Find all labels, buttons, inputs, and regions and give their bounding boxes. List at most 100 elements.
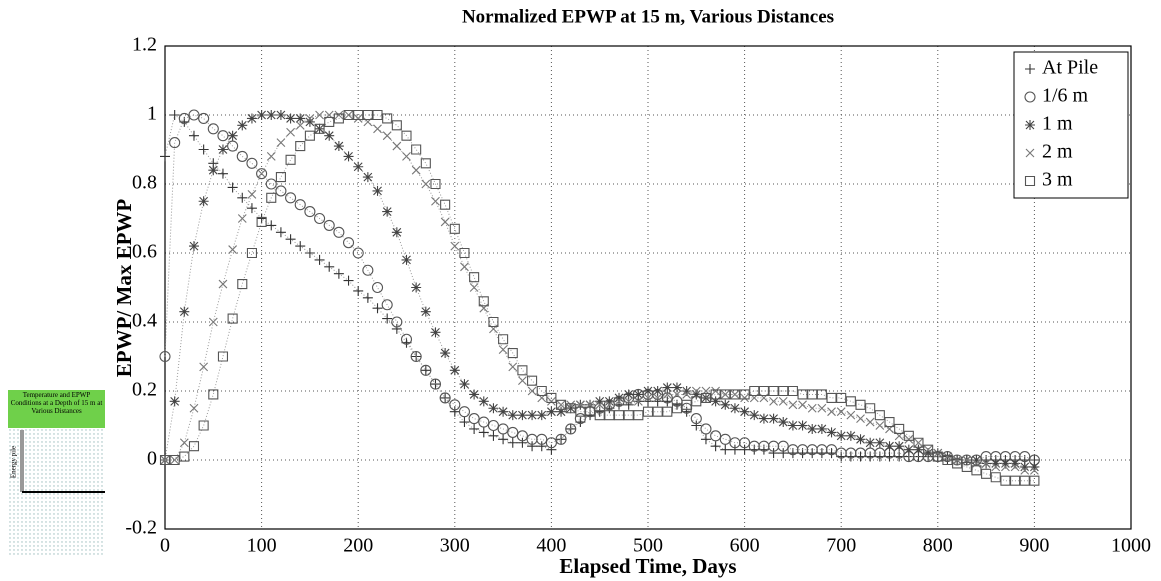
y-tick-label: 0.4 [132, 310, 157, 332]
data-marker [690, 413, 702, 425]
data-marker [942, 454, 953, 466]
y-tick-label: -0.2 [125, 517, 157, 539]
data-marker [874, 410, 885, 421]
data-marker [478, 396, 489, 407]
data-marker [914, 438, 923, 448]
data-marker [604, 410, 615, 421]
data-marker [1000, 458, 1011, 469]
data-marker [884, 417, 895, 428]
data-marker [913, 444, 924, 455]
y-tick-label: 0.6 [132, 241, 157, 263]
y-tick-label: 0 [147, 448, 157, 470]
data-marker [971, 465, 982, 476]
data-marker [266, 220, 277, 231]
data-marker [527, 375, 538, 386]
data-marker [275, 172, 286, 183]
data-marker [382, 131, 392, 141]
data-marker [353, 285, 364, 296]
data-marker [536, 441, 547, 452]
data-marker [1030, 465, 1039, 475]
data-marker [420, 158, 431, 169]
data-marker [169, 137, 181, 149]
data-marker [574, 413, 586, 425]
data-marker [439, 392, 451, 404]
data-marker [517, 365, 528, 376]
data-marker [710, 441, 721, 452]
data-marker [681, 399, 692, 410]
data-marker [517, 437, 528, 448]
data-marker [198, 144, 209, 155]
data-marker [836, 392, 847, 403]
data-marker [198, 420, 209, 431]
data-marker [498, 345, 508, 354]
data-marker [836, 407, 846, 417]
data-marker [498, 406, 509, 417]
data-marker [749, 410, 760, 421]
data-marker [1010, 462, 1020, 472]
data-marker [333, 141, 344, 152]
data-marker [314, 254, 325, 265]
data-marker [1010, 458, 1021, 469]
data-marker [391, 227, 402, 238]
x-axis-label: Elapsed Time, Days [559, 554, 736, 578]
data-marker [237, 120, 248, 131]
data-marker [633, 389, 644, 400]
data-marker [943, 452, 952, 461]
data-marker [382, 313, 393, 324]
data-marker [749, 385, 760, 397]
data-marker [508, 362, 518, 372]
data-marker [662, 382, 673, 393]
data-marker [227, 182, 238, 193]
data-marker [990, 458, 1001, 469]
data-marker [507, 348, 518, 359]
data-marker [730, 390, 740, 399]
data-marker [421, 179, 431, 189]
data-marker [788, 400, 798, 410]
data-marker [904, 434, 914, 444]
data-marker [826, 392, 837, 403]
data-marker [643, 386, 653, 396]
data-marker [198, 196, 209, 207]
data-marker [555, 433, 567, 445]
data-marker [981, 468, 992, 479]
data-marker [884, 441, 895, 452]
legend-label: 3 m [1042, 169, 1073, 191]
data-marker [816, 389, 827, 400]
data-marker [768, 385, 779, 397]
data-marker [459, 417, 470, 428]
legend-label: At Pile [1042, 57, 1098, 79]
data-marker [217, 351, 229, 362]
data-marker [700, 392, 712, 403]
data-marker [275, 110, 286, 120]
data-marker [691, 389, 702, 400]
data-marker [807, 403, 817, 413]
x-tick-label: 300 [440, 535, 470, 557]
data-marker [188, 241, 199, 252]
data-marker [1010, 475, 1021, 486]
legend-marker [1024, 175, 1036, 187]
data-marker [343, 109, 354, 121]
data-marker [923, 444, 934, 455]
data-marker [826, 427, 837, 438]
data-marker [362, 264, 374, 276]
data-marker [371, 282, 384, 293]
data-marker [188, 130, 199, 141]
data-marker [431, 196, 440, 206]
data-marker [758, 385, 769, 397]
data-marker [460, 262, 469, 272]
data-marker [671, 403, 683, 414]
data-marker [720, 399, 731, 410]
data-marker [768, 448, 779, 459]
data-marker [711, 386, 721, 396]
x-tick-label: 700 [826, 535, 856, 557]
data-marker [720, 444, 731, 455]
data-marker [527, 386, 537, 396]
data-marker [720, 390, 730, 399]
data-marker [556, 406, 567, 417]
data-marker [595, 400, 605, 410]
data-marker [440, 217, 450, 227]
data-marker [1019, 475, 1030, 486]
data-marker [923, 445, 933, 455]
legend-marker [1025, 120, 1035, 130]
data-marker [402, 152, 411, 161]
